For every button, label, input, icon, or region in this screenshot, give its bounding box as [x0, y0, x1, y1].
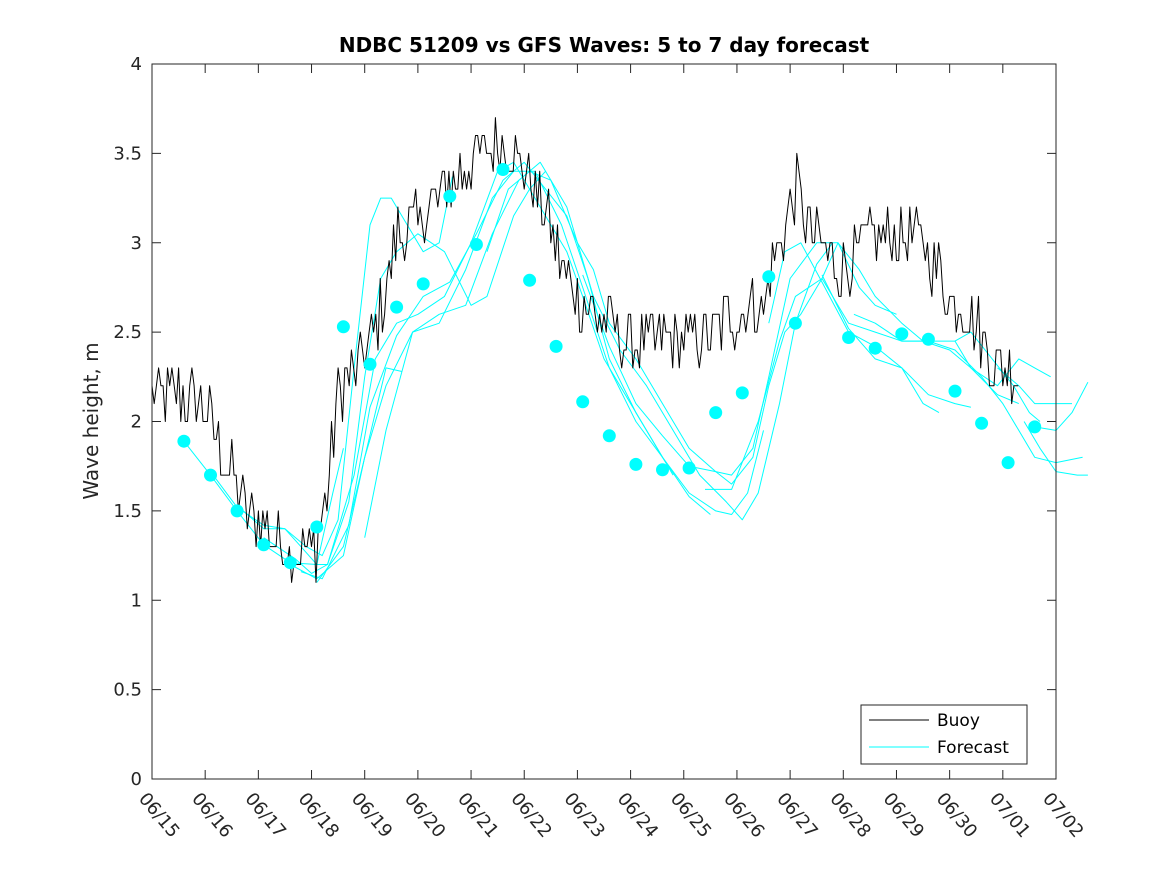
forecast-marker — [788, 316, 802, 330]
legend-box — [860, 704, 1028, 765]
legend-forecast-label: Forecast — [937, 738, 1009, 758]
x-tick-label: 06/21 — [453, 789, 502, 842]
forecast-run-line — [290, 367, 403, 580]
x-tick-label: 06/29 — [879, 789, 928, 842]
forecast-marker — [682, 461, 696, 475]
forecast-marker — [390, 300, 404, 314]
x-tick-label: 06/30 — [932, 789, 981, 842]
forecast-markers — [177, 163, 1042, 570]
plot-area — [151, 117, 1089, 583]
y-tick-label: 0 — [131, 769, 142, 790]
y-tick-label: 2.5 — [113, 322, 142, 343]
forecast-marker — [443, 189, 457, 203]
x-tick-label: 06/18 — [294, 789, 343, 842]
forecast-marker — [230, 504, 244, 518]
x-tick-label: 06/26 — [719, 789, 768, 842]
forecast-marker — [363, 357, 377, 371]
forecast-marker — [523, 273, 537, 287]
forecast-marker — [629, 457, 643, 471]
forecast-run-line — [236, 170, 546, 565]
y-tick-label: 1.5 — [113, 501, 142, 522]
forecast-marker — [204, 468, 217, 482]
forecast-run-line — [821, 274, 972, 408]
forecast-marker — [283, 556, 297, 570]
y-axis-label: Wave height, m — [79, 342, 103, 499]
forecast-marker — [496, 163, 510, 176]
x-tick-label: 06/25 — [666, 789, 715, 842]
forecast-marker — [1001, 456, 1015, 470]
forecast-marker — [469, 238, 483, 251]
forecast-marker — [416, 277, 430, 291]
forecast-run-line — [364, 161, 834, 538]
x-tick-label: 06/24 — [613, 789, 662, 842]
y-tick-label: 4 — [131, 54, 142, 75]
forecast-run-line — [486, 170, 897, 476]
forecast-marker — [868, 341, 882, 355]
forecast-marker — [549, 339, 563, 353]
buoy-line — [151, 117, 1019, 583]
x-tick-label: 06/15 — [134, 789, 183, 842]
forecast-run-line — [183, 440, 344, 565]
forecast-run-line — [263, 161, 674, 574]
x-tick-label: 07/02 — [1038, 789, 1087, 842]
x-tick-label: 06/23 — [560, 789, 609, 842]
x-tick-label: 06/17 — [241, 789, 290, 842]
forecast-marker — [842, 331, 856, 344]
forecast-run-line — [997, 367, 1072, 405]
x-tick-label: 06/20 — [400, 789, 449, 842]
x-tick-label: 06/27 — [772, 789, 821, 842]
forecast-marker — [762, 270, 776, 284]
forecast-marker — [1028, 420, 1042, 434]
forecast-run-line — [1034, 381, 1089, 431]
legend-buoy-label: Buoy — [937, 711, 980, 731]
forecast-marker — [948, 384, 962, 398]
axes-box — [151, 63, 1057, 780]
y-tick-label: 2 — [131, 412, 142, 433]
forecast-marker — [735, 386, 749, 400]
forecast-marker — [177, 434, 191, 448]
x-tick-label: 06/22 — [506, 789, 555, 842]
x-tick-label: 06/19 — [347, 789, 396, 842]
y-tick-label: 1 — [131, 590, 142, 611]
chart-title: NDBC 51209 vs GFS Waves: 5 to 7 day fore… — [339, 33, 870, 57]
forecast-marker — [656, 463, 669, 477]
y-tick-label: 3 — [131, 233, 142, 254]
forecast-run-line — [853, 313, 1083, 464]
forecast-marker — [257, 538, 271, 552]
forecast-marker — [310, 520, 324, 534]
forecast-marker — [709, 406, 723, 420]
x-tick-label: 06/16 — [187, 789, 236, 842]
forecast-marker — [895, 327, 909, 341]
x-tick-label: 07/01 — [985, 789, 1034, 842]
y-tick-label: 3.5 — [113, 143, 142, 164]
forecast-marker — [975, 416, 989, 430]
forecast-run-line — [316, 170, 764, 583]
legend: Buoy Forecast — [860, 704, 1028, 765]
y-tick-label: 0.5 — [113, 680, 142, 701]
forecast-marker — [921, 332, 935, 346]
buoy-series-line — [151, 117, 1019, 583]
x-tick-label: 06/28 — [825, 789, 874, 842]
forecast-marker — [602, 429, 616, 443]
forecast-marker — [576, 395, 590, 409]
forecast-run-line — [300, 161, 711, 580]
forecast-run-line — [582, 242, 1019, 485]
forecast-lines — [183, 161, 1089, 583]
forecast-marker — [336, 320, 350, 334]
